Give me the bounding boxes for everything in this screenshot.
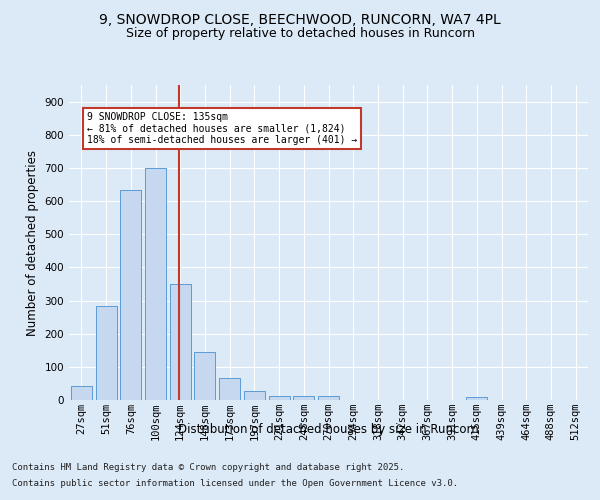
Bar xyxy=(120,190,141,400)
Y-axis label: Number of detached properties: Number of detached properties xyxy=(26,150,39,336)
Text: Size of property relative to detached houses in Runcorn: Size of property relative to detached ho… xyxy=(125,28,475,40)
Bar xyxy=(244,390,265,400)
Bar xyxy=(71,386,92,400)
Text: Contains public sector information licensed under the Open Government Licence v3: Contains public sector information licen… xyxy=(12,478,458,488)
Bar xyxy=(466,398,487,400)
Text: 9 SNOWDROP CLOSE: 135sqm
← 81% of detached houses are smaller (1,824)
18% of sem: 9 SNOWDROP CLOSE: 135sqm ← 81% of detach… xyxy=(87,112,357,144)
Bar xyxy=(194,352,215,400)
Text: Distribution of detached houses by size in Runcorn: Distribution of detached houses by size … xyxy=(178,422,479,436)
Bar xyxy=(293,396,314,400)
Bar xyxy=(269,396,290,400)
Text: 9, SNOWDROP CLOSE, BEECHWOOD, RUNCORN, WA7 4PL: 9, SNOWDROP CLOSE, BEECHWOOD, RUNCORN, W… xyxy=(99,12,501,26)
Text: Contains HM Land Registry data © Crown copyright and database right 2025.: Contains HM Land Registry data © Crown c… xyxy=(12,464,404,472)
Bar xyxy=(145,168,166,400)
Bar xyxy=(95,306,116,400)
Bar xyxy=(219,378,240,400)
Bar xyxy=(170,284,191,400)
Bar xyxy=(318,396,339,400)
